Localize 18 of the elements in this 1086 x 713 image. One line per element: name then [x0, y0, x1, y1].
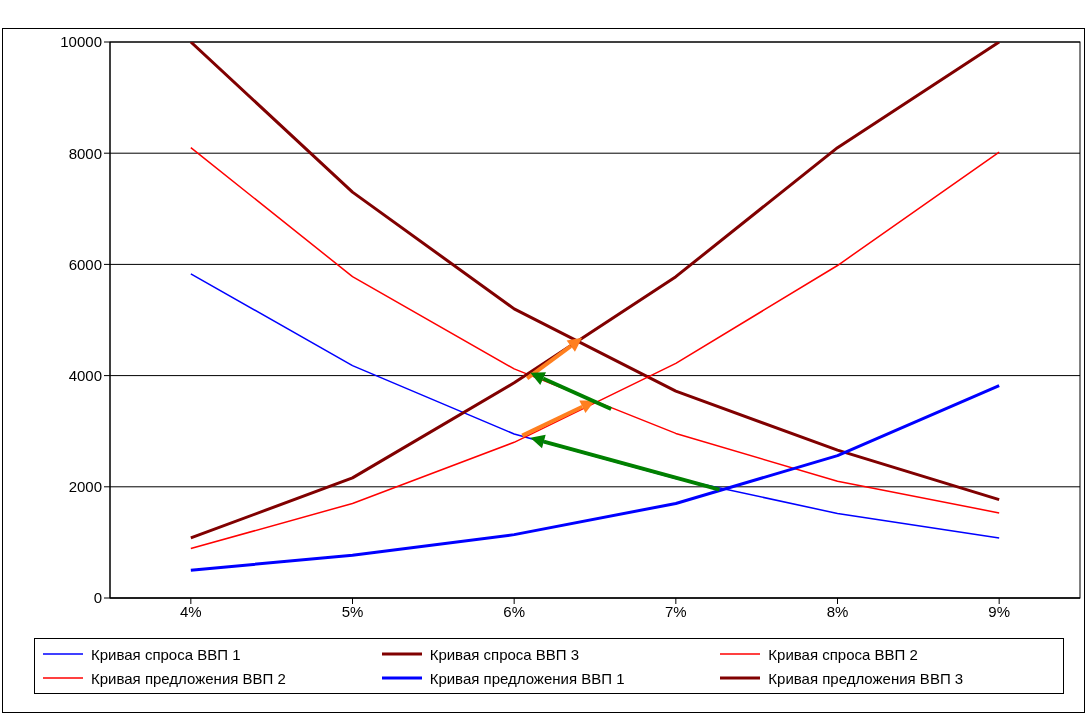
y-tick-label: 8000	[68, 144, 102, 162]
legend-label: Кривая предложения ВВП 1	[429, 669, 625, 687]
x-tick-label: 4%	[179, 602, 202, 620]
legend-label: Кривая предложения ВВП 2	[91, 669, 286, 687]
x-tick-label: 7%	[664, 602, 687, 620]
y-tick-label: 4000	[68, 366, 102, 384]
x-tick-label: 8%	[826, 602, 849, 620]
legend-label: Кривая предложения ВВП 3	[768, 669, 964, 687]
x-tick-label: 9%	[988, 602, 1011, 620]
y-tick-label: 10000	[60, 33, 102, 51]
legend-label: Кривая спроса ВВП 1	[91, 645, 241, 663]
y-tick-label: 0	[93, 589, 102, 607]
y-tick-label: 2000	[68, 478, 102, 496]
legend-label: Кривая спроса ВВП 3	[429, 645, 580, 663]
legend-label: Кривая спроса ВВП 2	[768, 645, 918, 663]
y-tick-label: 6000	[68, 255, 102, 273]
x-tick-label: 6%	[503, 602, 526, 620]
x-tick-label: 5%	[341, 602, 364, 620]
